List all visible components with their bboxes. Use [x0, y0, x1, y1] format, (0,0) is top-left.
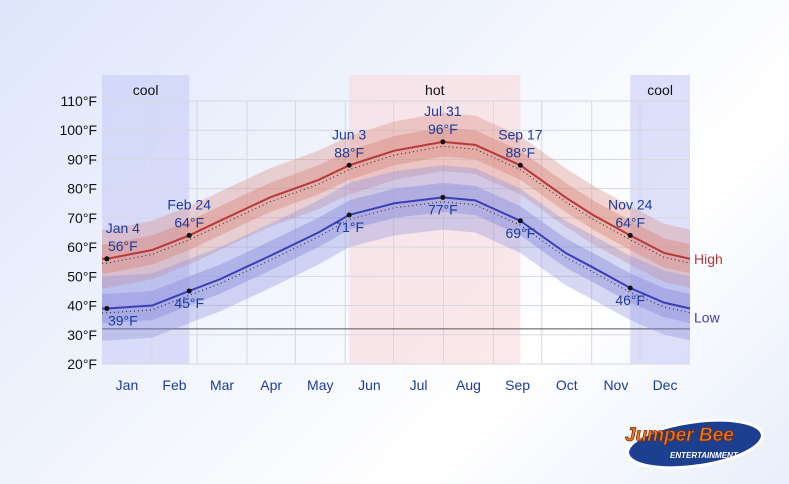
- y-tick-label: 40°F: [67, 298, 97, 314]
- y-tick-label: 90°F: [67, 151, 97, 167]
- annotation-value: 96°F: [428, 121, 458, 137]
- x-tick-label: Jul: [410, 377, 428, 393]
- data-point: [517, 218, 523, 224]
- band-25-75-low: [102, 182, 690, 324]
- data-point: [517, 162, 523, 168]
- annotation-value: 71°F: [334, 219, 364, 235]
- legend-low: Low: [694, 309, 721, 325]
- data-point: [346, 162, 352, 168]
- data-point: [104, 305, 110, 311]
- band-10-90-low: [102, 165, 690, 341]
- annotation-date: Jun 3: [332, 126, 366, 142]
- y-tick-label: 60°F: [67, 239, 97, 255]
- annotation-value: 45°F: [174, 295, 204, 311]
- annotation-value: 46°F: [615, 292, 645, 308]
- annotation-value: 88°F: [506, 144, 536, 160]
- season-label: cool: [647, 82, 673, 98]
- annotation-value: 39°F: [108, 312, 138, 328]
- y-tick-label: 30°F: [67, 327, 97, 343]
- season-band: [102, 75, 190, 364]
- annotation-value: 88°F: [334, 144, 364, 160]
- y-tick-label: 70°F: [67, 210, 97, 226]
- x-tick-label: Nov: [603, 377, 628, 393]
- season-label: cool: [133, 82, 159, 98]
- annotation-date: Jul 31: [424, 103, 462, 119]
- y-tick-label: 100°F: [59, 122, 97, 138]
- season-label: hot: [425, 82, 445, 98]
- annotation-date: Jan 4: [106, 220, 140, 236]
- y-tick-label: 80°F: [67, 181, 97, 197]
- y-tick-label: 50°F: [67, 268, 97, 284]
- series-line-high: [102, 140, 691, 260]
- x-tick-label: Feb: [162, 377, 186, 393]
- data-point: [104, 256, 110, 262]
- data-point: [346, 212, 352, 218]
- y-tick-label: 20°F: [67, 356, 97, 372]
- x-tick-label: Oct: [556, 377, 578, 393]
- x-tick-label: May: [307, 377, 333, 393]
- annotation-value: 64°F: [174, 214, 204, 230]
- legend-high: High: [694, 251, 723, 267]
- annotation-value: 64°F: [615, 214, 645, 230]
- avg-dotted-line-low: [102, 201, 691, 314]
- season-band: [349, 75, 521, 364]
- annotation-value: 69°F: [506, 225, 536, 241]
- x-tick-label: Apr: [260, 377, 282, 393]
- annotation-date: Sep 17: [498, 126, 543, 142]
- x-tick-label: Jun: [358, 377, 381, 393]
- data-point: [627, 232, 633, 238]
- annotation-date: Nov 24: [608, 196, 653, 212]
- annotation-date: Feb 24: [167, 196, 211, 212]
- x-tick-label: Jan: [116, 377, 139, 393]
- data-point: [186, 288, 192, 294]
- y-tick-label: 110°F: [61, 93, 97, 109]
- data-point: [440, 194, 446, 200]
- x-tick-label: Mar: [210, 377, 234, 393]
- x-tick-label: Aug: [456, 377, 481, 393]
- x-tick-label: Dec: [653, 377, 678, 393]
- data-point: [440, 139, 446, 145]
- data-point: [186, 232, 192, 238]
- annotation-value: 56°F: [108, 238, 138, 254]
- series-line-low: [102, 196, 691, 310]
- x-tick-label: Sep: [505, 377, 530, 393]
- data-point: [627, 285, 633, 291]
- band-25-75-high: [102, 127, 690, 274]
- band-10-90-high: [102, 112, 690, 289]
- annotation-value: 77°F: [428, 201, 458, 217]
